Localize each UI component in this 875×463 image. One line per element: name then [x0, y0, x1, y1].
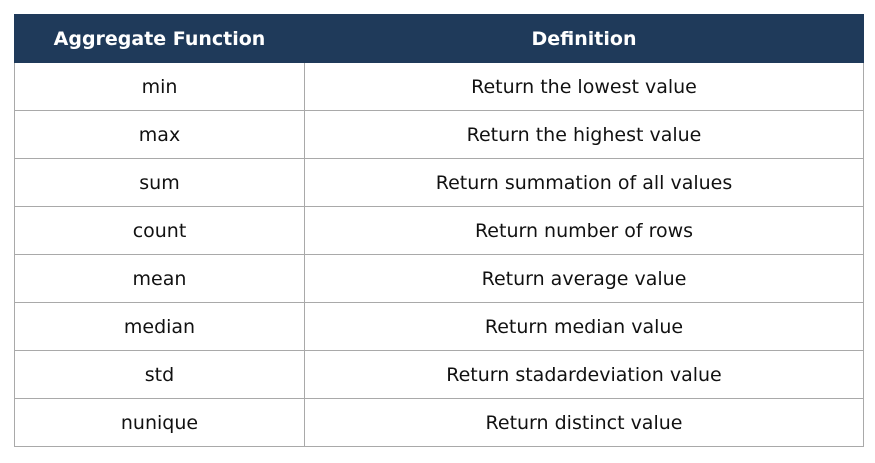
- definition-cell: Return stadardeviation value: [304, 350, 864, 399]
- definition-cell: Return median value: [304, 302, 864, 351]
- aggregate-functions-table-container: Aggregate Function Definition min Return…: [14, 14, 864, 447]
- table-row: std Return stadardeviation value: [14, 350, 864, 399]
- function-cell: count: [14, 206, 305, 255]
- function-cell: max: [14, 110, 305, 159]
- table-row: median Return median value: [14, 302, 864, 351]
- definition-cell: Return number of rows: [304, 206, 864, 255]
- table-header: Aggregate Function Definition: [14, 14, 864, 63]
- definition-cell: Return the highest value: [304, 110, 864, 159]
- table-row: sum Return summation of all values: [14, 158, 864, 207]
- definition-cell: Return distinct value: [304, 398, 864, 447]
- header-aggregate-function: Aggregate Function: [14, 14, 305, 63]
- function-cell: min: [14, 62, 305, 111]
- table-body: min Return the lowest value max Return t…: [14, 62, 864, 447]
- header-definition: Definition: [304, 14, 864, 63]
- table-row: max Return the highest value: [14, 110, 864, 159]
- function-cell: sum: [14, 158, 305, 207]
- function-cell: std: [14, 350, 305, 399]
- table-row: nunique Return distinct value: [14, 398, 864, 447]
- table-row: min Return the lowest value: [14, 62, 864, 111]
- header-row: Aggregate Function Definition: [14, 14, 864, 63]
- definition-cell: Return the lowest value: [304, 62, 864, 111]
- definition-cell: Return average value: [304, 254, 864, 303]
- aggregate-functions-table: Aggregate Function Definition min Return…: [14, 14, 864, 447]
- function-cell: mean: [14, 254, 305, 303]
- table-row: mean Return average value: [14, 254, 864, 303]
- function-cell: median: [14, 302, 305, 351]
- function-cell: nunique: [14, 398, 305, 447]
- table-row: count Return number of rows: [14, 206, 864, 255]
- definition-cell: Return summation of all values: [304, 158, 864, 207]
